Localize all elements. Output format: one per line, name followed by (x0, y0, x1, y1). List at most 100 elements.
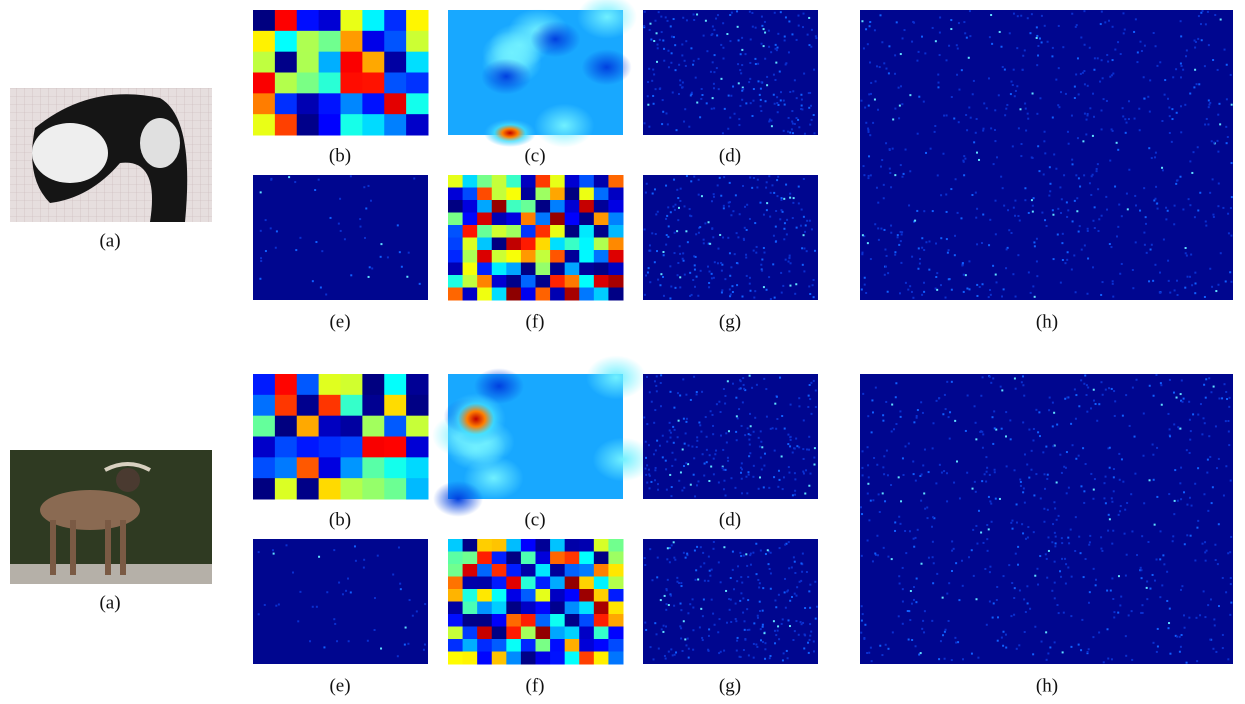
saliency-dot (1093, 69, 1095, 71)
saliency-dot (1005, 267, 1007, 269)
saliency-dot (969, 35, 971, 37)
saliency-dot (915, 601, 917, 603)
panel-label: (d) (719, 145, 741, 166)
saliency-dot (683, 465, 685, 467)
saliency-dot (871, 660, 873, 662)
panel-label: (h) (1036, 675, 1058, 696)
saliency-dot (1169, 653, 1171, 655)
saliency-dot (793, 197, 795, 199)
heat-cell (492, 188, 507, 201)
saliency-dot (350, 591, 352, 593)
saliency-dot (808, 449, 810, 451)
saliency-dot (794, 494, 796, 496)
saliency-dot (1066, 451, 1068, 453)
saliency-dot (703, 475, 705, 477)
saliency-dot (730, 95, 732, 97)
saliency-dot (367, 640, 369, 642)
saliency-dot (1080, 485, 1082, 487)
saliency-dot (727, 128, 729, 130)
saliency-dot (734, 253, 736, 255)
saliency-dot (791, 566, 793, 568)
saliency-dot (874, 29, 876, 31)
saliency-dot (770, 192, 772, 194)
saliency-dot (779, 71, 781, 73)
saliency-dot (1209, 268, 1211, 270)
heat-cell (297, 437, 319, 458)
saliency-dot (760, 628, 762, 630)
saliency-dot (1134, 195, 1136, 197)
saliency-dot (1159, 558, 1161, 560)
saliency-dot (698, 422, 700, 424)
saliency-dot (883, 229, 885, 231)
saliency-dot (764, 32, 766, 34)
saliency-dot (867, 242, 869, 244)
saliency-dot (711, 34, 713, 36)
saliency-dot (894, 530, 896, 532)
saliency-dot (787, 131, 789, 133)
saliency-dot (1184, 627, 1186, 629)
saliency-dot (1068, 143, 1070, 145)
saliency-dot (1049, 166, 1051, 168)
saliency-dot (872, 411, 874, 413)
saliency-dot (715, 450, 717, 452)
saliency-dot (674, 44, 676, 46)
saliency-dot (1074, 86, 1076, 88)
heat-cell (565, 213, 580, 226)
saliency-dot (913, 546, 915, 548)
saliency-dot (726, 33, 728, 35)
heat-cell (448, 602, 463, 615)
saliency-dot (688, 648, 690, 650)
heat-cell (521, 639, 536, 652)
saliency-dot (1063, 174, 1065, 176)
saliency-dot (775, 210, 777, 212)
saliency-dot (369, 266, 371, 268)
saliency-dot (666, 558, 668, 560)
saliency-dot (737, 565, 739, 567)
saliency-dot (762, 624, 764, 626)
saliency-dot (1030, 469, 1032, 471)
saliency-dot (1036, 64, 1038, 66)
saliency-dot (270, 179, 272, 181)
saliency-dot (963, 174, 965, 176)
saliency-dot (790, 404, 792, 406)
saliency-dot (804, 133, 806, 135)
saliency-dot (1002, 66, 1004, 68)
saliency-dot (740, 72, 742, 74)
heat-cell (477, 175, 492, 188)
saliency-dot (1093, 568, 1095, 570)
saliency-dot (727, 237, 729, 239)
saliency-dot (1108, 387, 1110, 389)
saliency-dot (982, 447, 984, 449)
saliency-dot (1117, 612, 1119, 614)
saliency-dot (769, 216, 771, 218)
saliency-dot (892, 631, 894, 633)
saliency-dot (958, 89, 960, 91)
saliency-dot (866, 652, 868, 654)
saliency-dot (778, 470, 780, 472)
saliency-dot (937, 74, 939, 76)
saliency-dot (651, 401, 653, 403)
saliency-dot (671, 486, 673, 488)
saliency-dot (673, 407, 675, 409)
saliency-dot (803, 473, 805, 475)
saliency-dot (693, 13, 695, 15)
saliency-dot (1136, 554, 1138, 556)
saliency-dot (945, 297, 947, 299)
saliency-dot (734, 113, 736, 115)
saliency-dot (723, 205, 725, 207)
saliency-dot (711, 414, 713, 416)
saliency-dot (763, 28, 765, 30)
heat-cell (506, 652, 521, 665)
saliency-dot (773, 94, 775, 96)
saliency-dot (803, 216, 805, 218)
saliency-dot (781, 197, 783, 199)
saliency-dot (1168, 107, 1170, 109)
saliency-dot (1184, 104, 1186, 106)
heat-cell (477, 188, 492, 201)
saliency-dot (868, 175, 870, 177)
saliency-dot (732, 551, 734, 553)
saliency-dot (875, 80, 877, 82)
saliency-dot (809, 398, 811, 400)
saliency-dot (387, 256, 389, 258)
heat-cell (594, 639, 609, 652)
